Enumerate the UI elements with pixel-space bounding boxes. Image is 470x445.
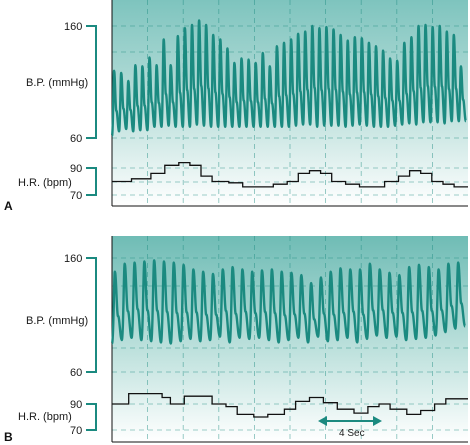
time-scale-arrow-left-head [318,416,327,426]
panel-b-bp-trace [110,259,467,345]
panel-a-hr-label: H.R. (bpm) [18,177,72,189]
time-scale-label: 4 Sec [339,428,365,439]
panel-a: 160 60 B.P. (mmHg) 90 70 H.R. (bpm) A [4,0,468,213]
panel-b: 160 60 B.P. (mmHg) 90 70 H.R. (bpm) 4 Se… [4,236,468,444]
panel-a-bp-tick-top: 160 [64,21,82,33]
panel-a-bp-trace [110,19,468,137]
panel-b-bp-tick-top: 160 [64,253,82,265]
time-scale-annotation: 4 Sec [318,416,382,439]
panel-b-hr-bracket [86,403,97,431]
panel-a-hr-bracket [86,167,97,196]
panel-a-hr-tick-bottom: 70 [70,190,82,202]
panel-a-letter: A [4,199,13,213]
panel-b-hr-trace [112,392,468,418]
panel-a-bp-label: B.P. (mmHg) [26,77,88,89]
panel-b-hr-tick-bottom: 70 [70,425,82,437]
panel-b-bp-bracket [86,257,97,373]
panel-b-letter: B [4,430,13,444]
panel-a-bp-tick-bottom: 60 [70,133,82,145]
panel-b-bp-label: B.P. (mmHg) [26,315,88,327]
panel-a-bp-bracket [86,25,97,139]
panel-b-grid [112,236,468,442]
panel-b-bp-tick-bottom: 60 [70,367,82,379]
panel-b-hr-tick-top: 90 [70,399,82,411]
panel-a-hr-trace [112,161,468,188]
panel-a-hr-tick-top: 90 [70,163,82,175]
panel-b-hr-label: H.R. (bpm) [18,411,72,423]
time-scale-arrow-right-head [373,416,382,426]
